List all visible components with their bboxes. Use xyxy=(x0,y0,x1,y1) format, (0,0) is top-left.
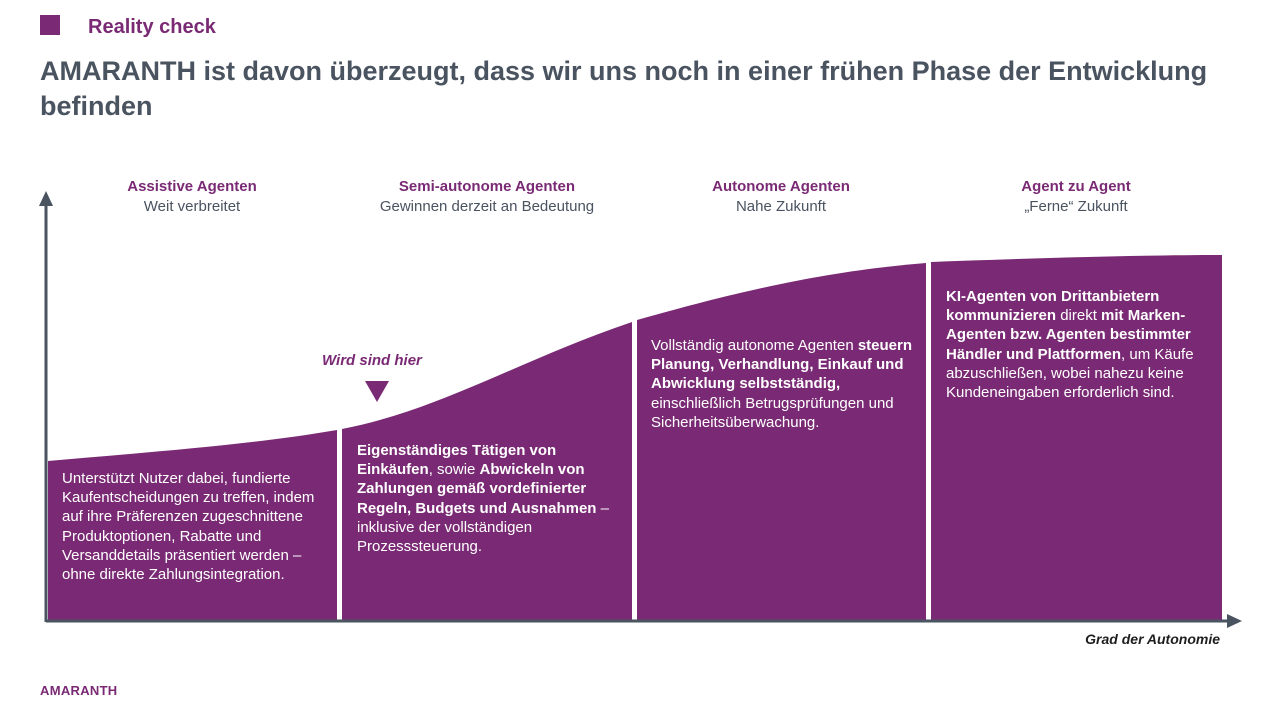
stage-subtitle: Nahe Zukunft xyxy=(735,198,827,215)
stage-description-2: Eigenständiges Tätigen von Einkäufen, so… xyxy=(357,442,609,556)
stage-heading-3: Autonome Agenten Nahe Zukunft xyxy=(651,177,911,216)
stage-area-4 xyxy=(931,255,1222,620)
x-axis-label: Grad der Autonomie xyxy=(1085,631,1220,647)
stage-heading-2: Semi-autonome Agenten Gewinnen derzeit a… xyxy=(357,177,617,216)
stage-subtitle: Gewinnen derzeit an Bedeutung xyxy=(379,198,595,215)
footer-logo: AMARANTH xyxy=(40,683,118,698)
stage-heading-1: Assistive Agenten Weit verbreitet xyxy=(62,177,322,216)
section-marker-square xyxy=(40,15,60,35)
x-axis-arrow-icon xyxy=(1227,614,1242,628)
stage-subtitle: Weit verbreitet xyxy=(143,198,241,215)
stage-area-3 xyxy=(637,263,926,620)
stage-name: Assistive Agenten xyxy=(127,178,257,195)
y-axis-arrow-icon xyxy=(39,191,53,206)
stage-area-2 xyxy=(342,322,632,620)
stage-name: Semi-autonome Agenten xyxy=(398,178,576,195)
stage-description-1: Unterstützt Nutzer dabei, fundierte Kauf… xyxy=(62,470,315,584)
stage-description-3: Vollständig autonome Agenten steuern Pla… xyxy=(651,337,913,431)
stage-name: Agent zu Agent xyxy=(1021,178,1131,195)
stage-subtitle: „Ferne“ Zukunft xyxy=(1024,198,1128,215)
stage-area-1 xyxy=(48,430,337,620)
stage-description-4: KI-Agenten von Drittanbietern kommunizie… xyxy=(946,288,1194,402)
current-position-label: Wird sind hier xyxy=(322,352,422,369)
stage-name: Autonome Agenten xyxy=(712,178,850,195)
current-position-marker-icon xyxy=(365,381,389,402)
stage-heading-4: Agent zu Agent „Ferne“ Zukunft xyxy=(946,177,1206,216)
section-label: Reality check xyxy=(88,16,216,38)
page-title: AMARANTH ist davon überzeugt, dass wir u… xyxy=(40,56,1208,121)
